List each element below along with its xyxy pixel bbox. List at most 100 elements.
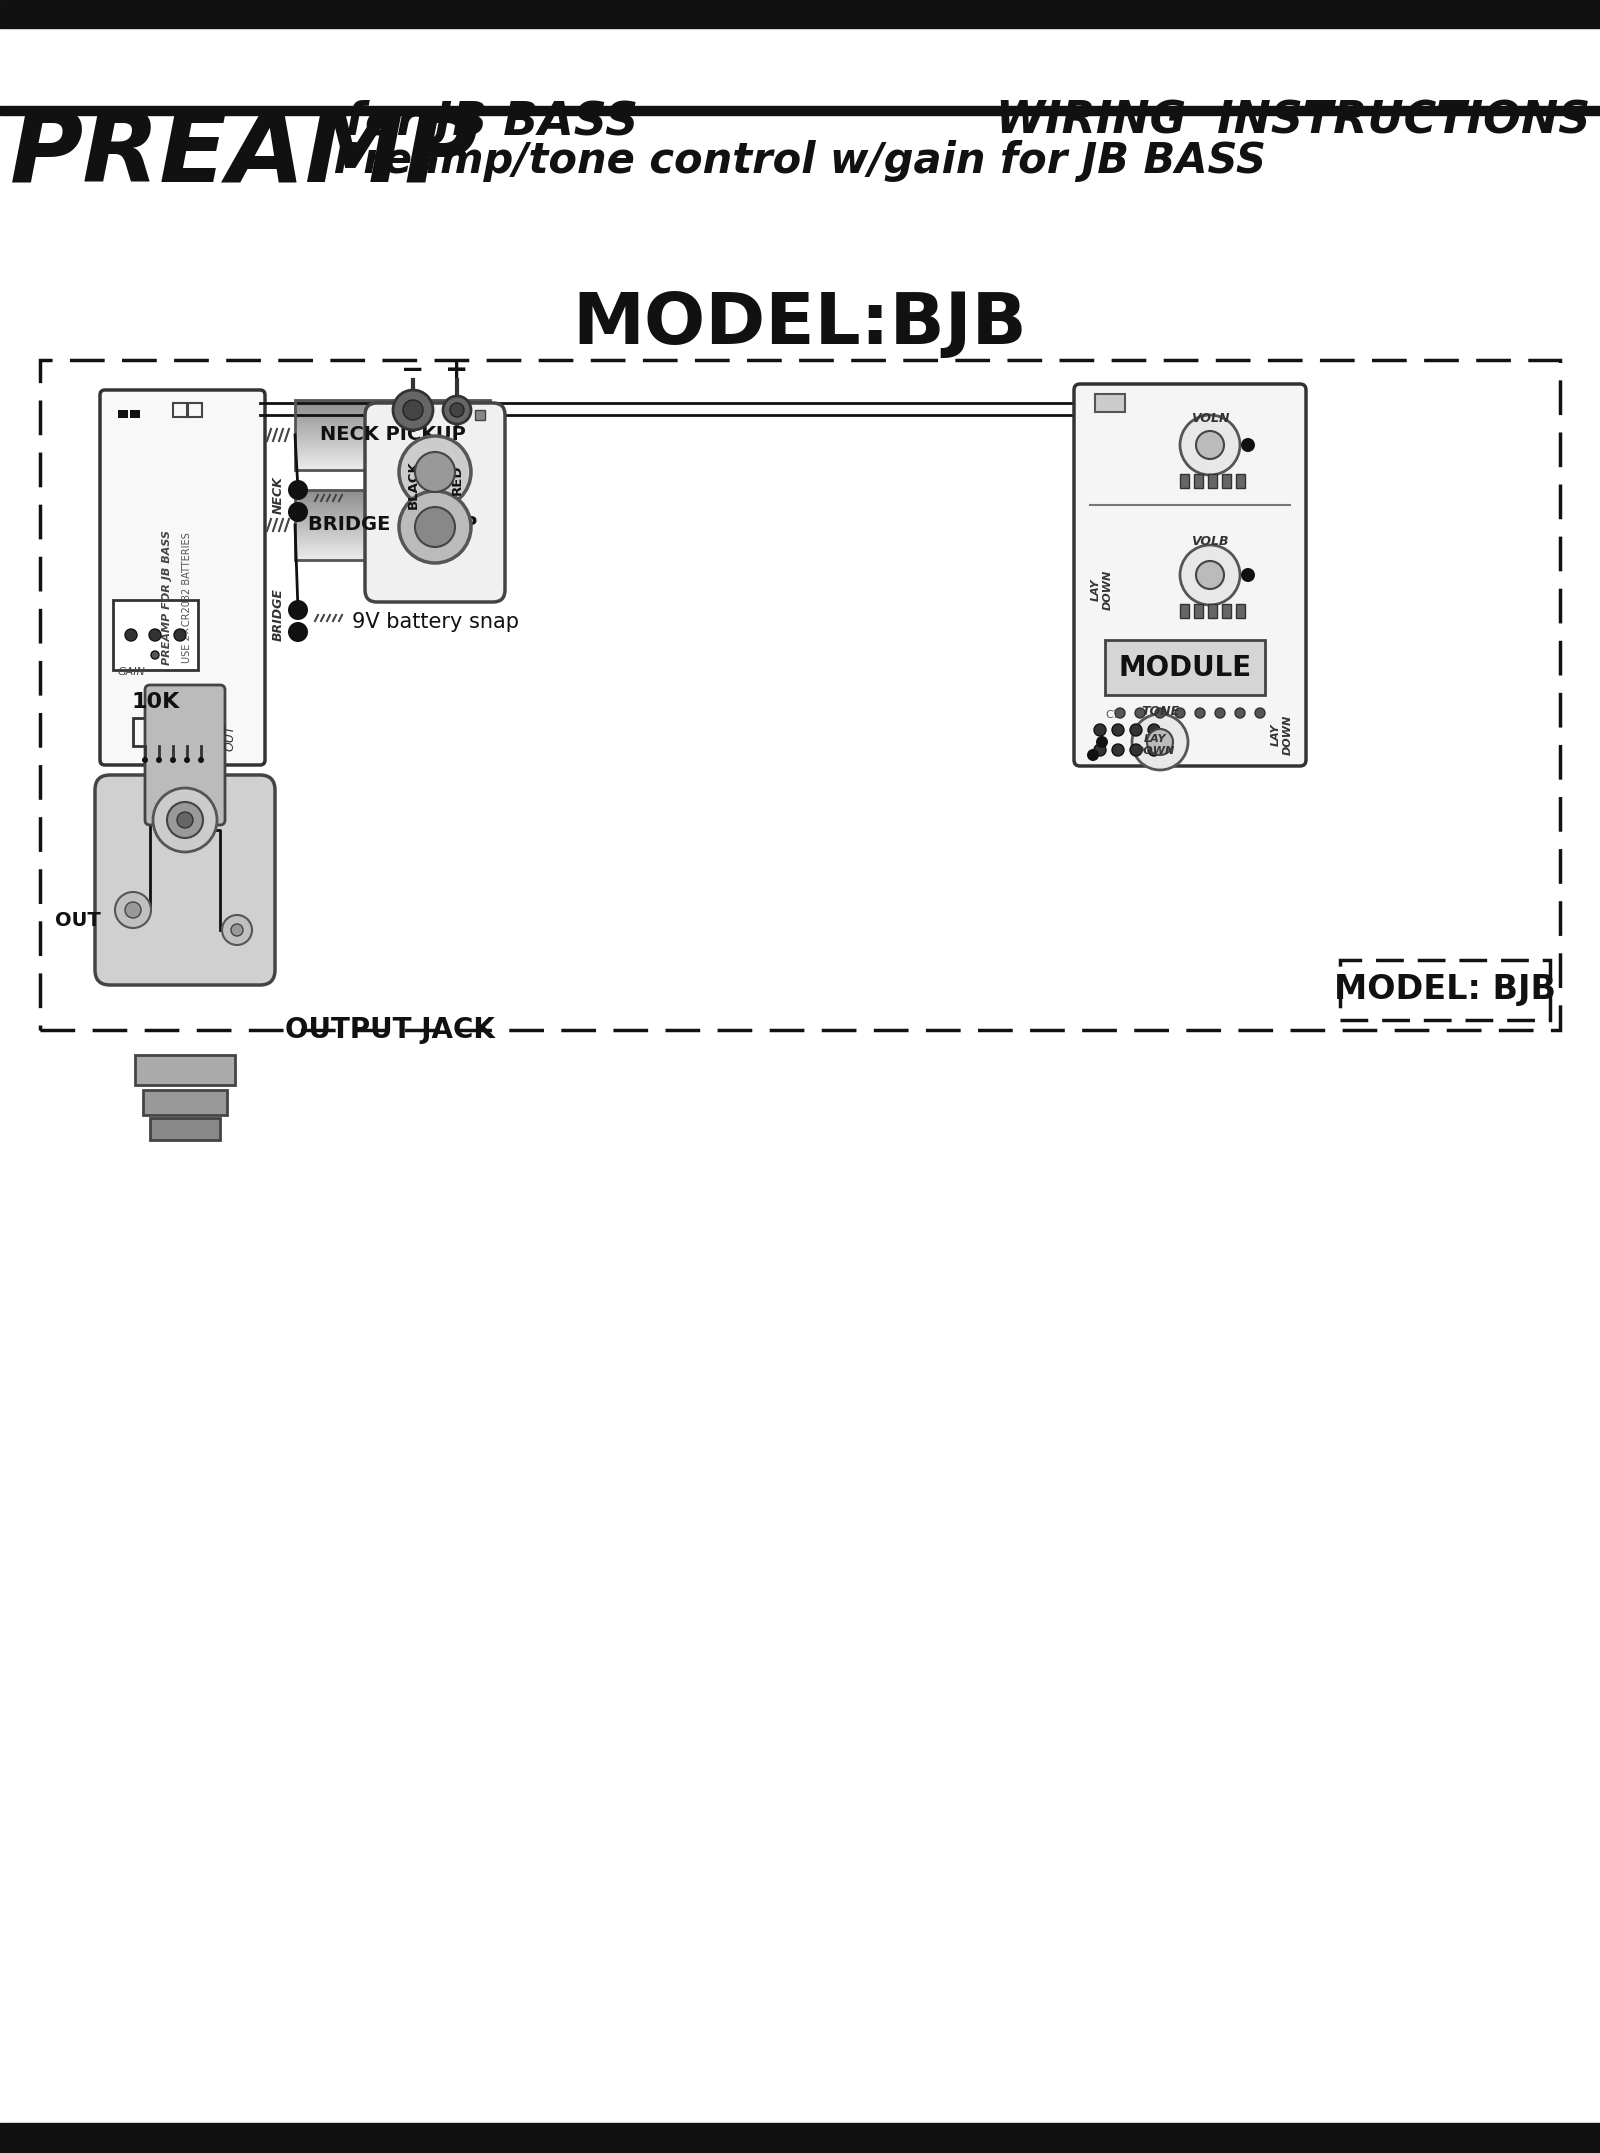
Circle shape: [125, 629, 138, 642]
Text: MODEL: BJB: MODEL: BJB: [1334, 973, 1555, 1005]
Circle shape: [157, 758, 162, 762]
Circle shape: [394, 390, 434, 431]
Circle shape: [1197, 562, 1224, 590]
Circle shape: [450, 403, 464, 418]
Text: OUTPUT JACK: OUTPUT JACK: [285, 1016, 494, 1044]
Circle shape: [443, 396, 470, 424]
Text: VOLB: VOLB: [1192, 534, 1229, 549]
Circle shape: [198, 758, 205, 762]
Circle shape: [1094, 745, 1106, 756]
Circle shape: [150, 650, 158, 659]
Bar: [294, 400, 490, 469]
Circle shape: [1112, 745, 1123, 756]
Text: 10K: 10K: [131, 691, 179, 713]
Text: WIRING  INSTRUCTIONS: WIRING INSTRUCTIONS: [995, 99, 1590, 142]
Circle shape: [1155, 708, 1165, 717]
Text: VOLN: VOLN: [1190, 411, 1229, 424]
Bar: [142, 1089, 227, 1115]
Text: PREAMP FOR JB BASS: PREAMP FOR JB BASS: [163, 530, 173, 665]
Bar: [1094, 394, 1125, 411]
Circle shape: [398, 491, 470, 562]
Text: GAIN: GAIN: [117, 667, 146, 676]
Bar: [1106, 639, 1266, 695]
Circle shape: [166, 803, 203, 838]
Bar: [133, 717, 218, 745]
Bar: [1181, 605, 1189, 618]
Circle shape: [1115, 708, 1125, 717]
Circle shape: [1235, 708, 1245, 717]
Text: −: −: [402, 355, 424, 383]
Circle shape: [174, 629, 186, 642]
Text: 9V battery snap: 9V battery snap: [352, 611, 518, 633]
Bar: [1181, 474, 1189, 489]
Text: OUT: OUT: [222, 726, 237, 751]
FancyBboxPatch shape: [99, 390, 266, 764]
Bar: [189, 403, 202, 418]
Text: USE 2×CR2032 BATTERIES: USE 2×CR2032 BATTERIES: [182, 532, 192, 663]
Text: LAY
DOWN: LAY DOWN: [1272, 715, 1293, 756]
Bar: [173, 403, 187, 418]
Circle shape: [142, 758, 147, 762]
Text: NECK PICKUP: NECK PICKUP: [320, 426, 466, 444]
Bar: [40, 360, 1560, 1029]
FancyBboxPatch shape: [146, 685, 226, 825]
Circle shape: [398, 437, 470, 508]
Circle shape: [1094, 723, 1106, 736]
Circle shape: [288, 622, 307, 642]
Text: RED: RED: [451, 465, 464, 495]
Circle shape: [230, 924, 243, 937]
Circle shape: [1214, 708, 1226, 717]
Text: OUT: OUT: [54, 911, 101, 930]
Bar: [0, 0, 1600, 28]
Circle shape: [154, 788, 218, 853]
Circle shape: [149, 629, 162, 642]
Bar: [118, 409, 128, 418]
Circle shape: [125, 902, 141, 917]
Text: TONE: TONE: [1141, 704, 1179, 717]
Circle shape: [1195, 708, 1205, 717]
FancyBboxPatch shape: [1074, 383, 1306, 766]
Circle shape: [1130, 723, 1142, 736]
Circle shape: [403, 400, 422, 420]
Text: MODEL:BJB: MODEL:BJB: [573, 291, 1027, 360]
Circle shape: [178, 812, 194, 829]
Circle shape: [288, 480, 307, 499]
Bar: [1341, 960, 1550, 1021]
Circle shape: [1242, 437, 1254, 452]
Bar: [1235, 605, 1245, 618]
Circle shape: [288, 601, 307, 620]
Text: LAY
DOWN: LAY DOWN: [1091, 571, 1114, 609]
Circle shape: [1181, 545, 1240, 605]
Bar: [1208, 605, 1218, 618]
Circle shape: [288, 502, 307, 521]
Text: PREAMP: PREAMP: [10, 105, 478, 202]
Circle shape: [1149, 723, 1160, 736]
Circle shape: [1197, 431, 1224, 459]
Text: Preamp/tone control w/gain for JB BASS: Preamp/tone control w/gain for JB BASS: [334, 140, 1266, 183]
Circle shape: [414, 506, 454, 547]
Text: +: +: [445, 355, 469, 383]
Text: BRIDGE PICKUP: BRIDGE PICKUP: [307, 515, 477, 534]
Circle shape: [1086, 749, 1099, 760]
Circle shape: [1134, 708, 1146, 717]
Bar: [0, 2123, 1600, 2153]
Circle shape: [1112, 723, 1123, 736]
Text: C7: C7: [1106, 710, 1120, 719]
Circle shape: [1174, 708, 1186, 717]
Text: LAY
DOWN: LAY DOWN: [1134, 734, 1174, 756]
Circle shape: [1242, 568, 1254, 581]
FancyBboxPatch shape: [94, 775, 275, 986]
Circle shape: [184, 758, 190, 762]
Bar: [134, 1055, 235, 1085]
Bar: [294, 491, 490, 560]
Circle shape: [1149, 745, 1160, 756]
Bar: [1235, 474, 1245, 489]
Bar: [1222, 474, 1230, 489]
Text: NECK: NECK: [272, 476, 285, 515]
Bar: [130, 409, 141, 418]
Bar: [1194, 605, 1203, 618]
Bar: [150, 1117, 221, 1139]
Circle shape: [115, 891, 150, 928]
Circle shape: [1096, 736, 1107, 747]
Circle shape: [1133, 715, 1187, 771]
